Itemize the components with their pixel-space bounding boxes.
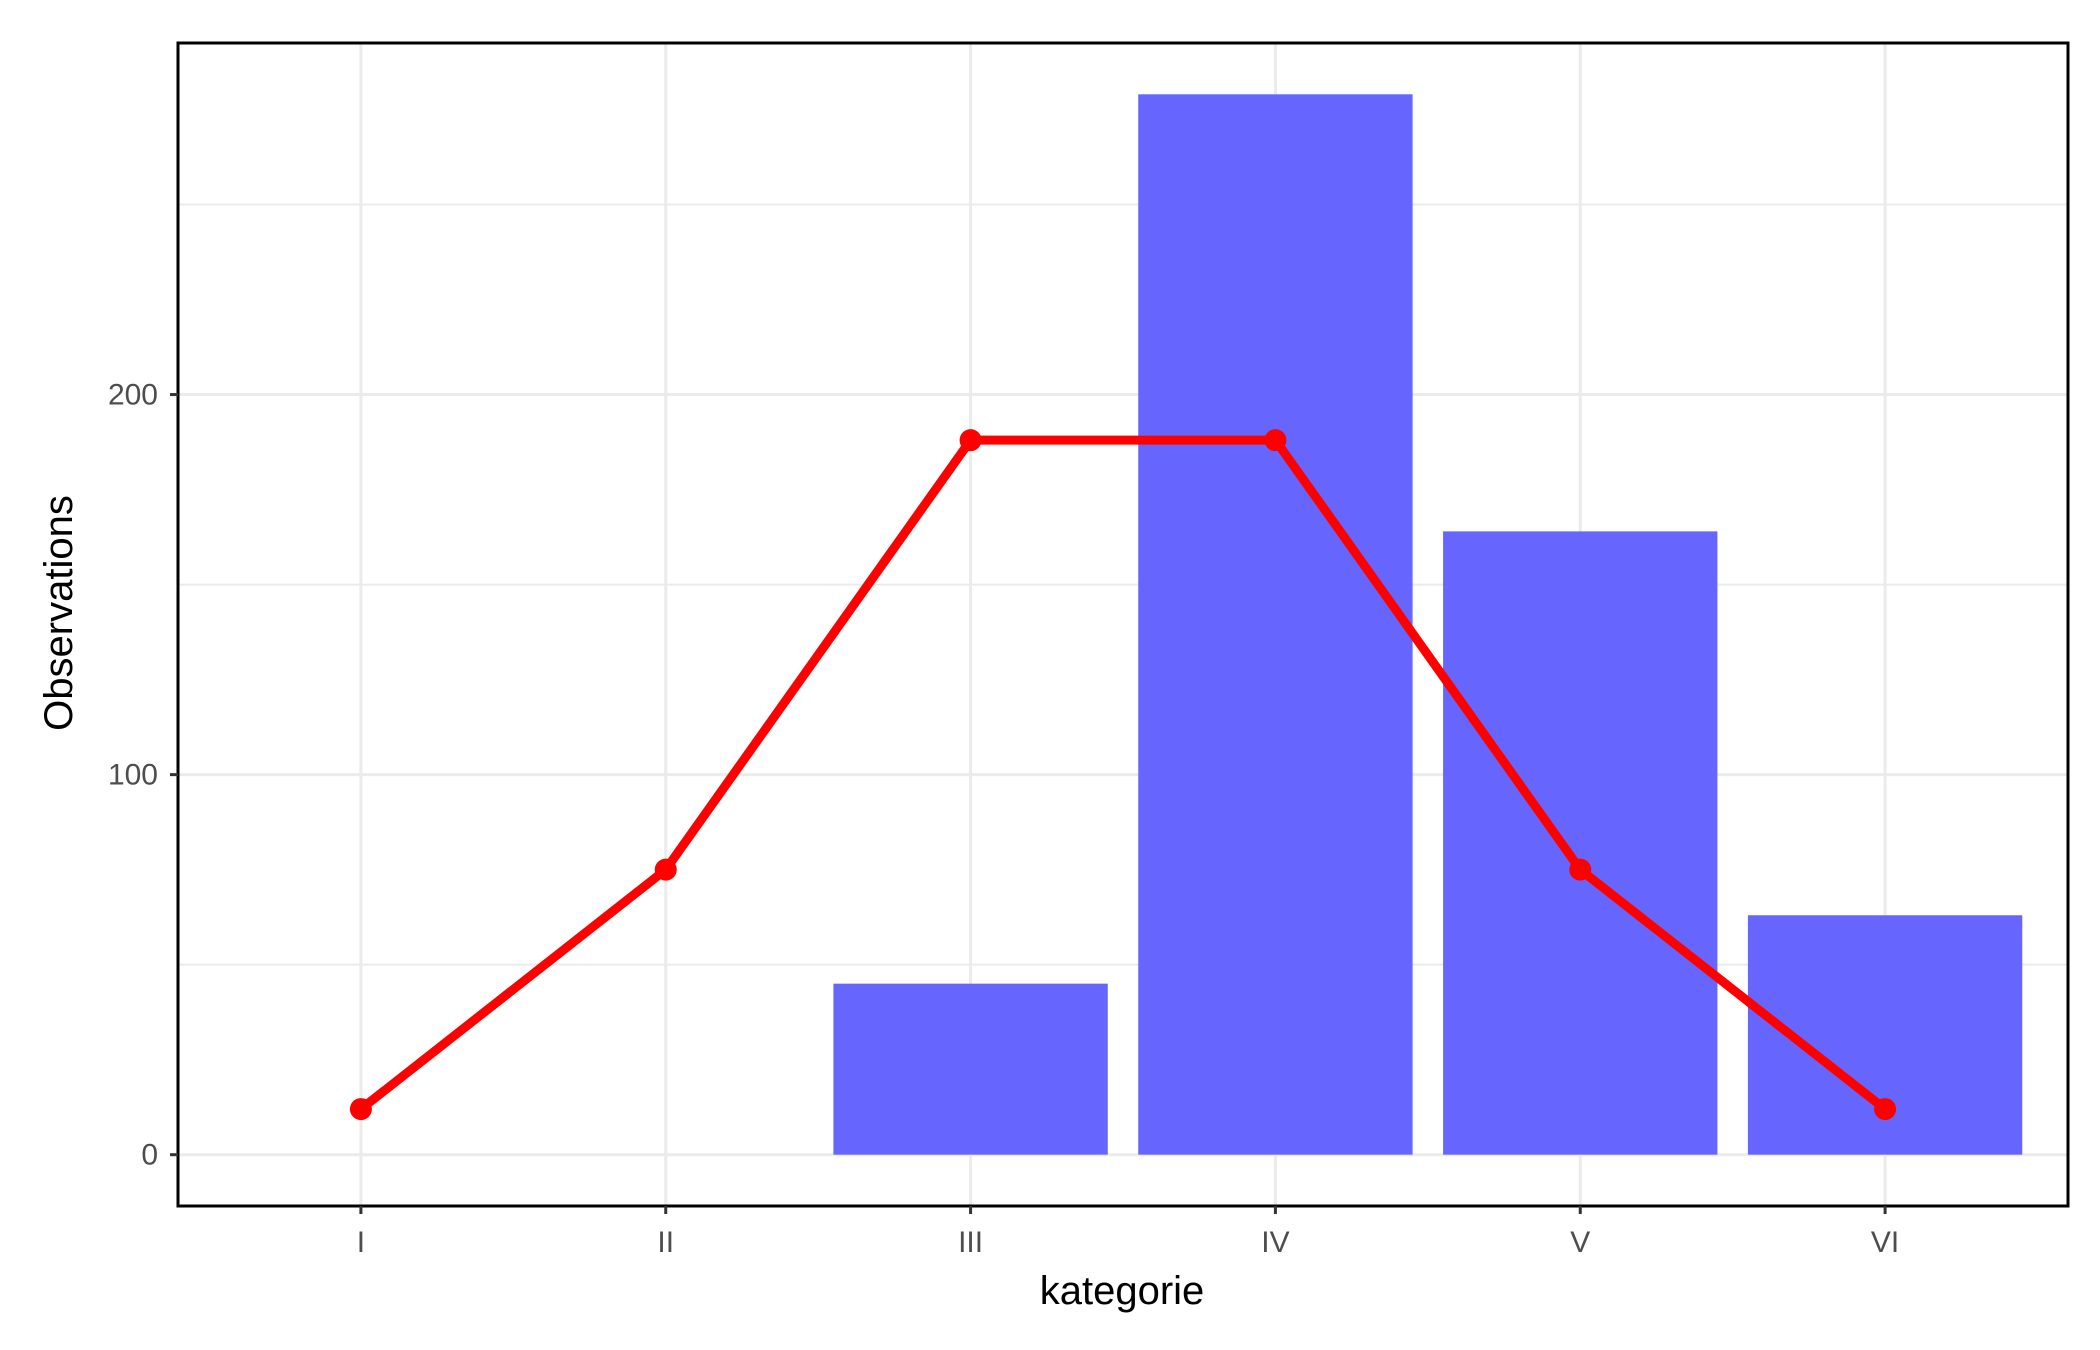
x-tick-label: IV	[1261, 1226, 1289, 1259]
y-axis-title: Observations	[37, 495, 81, 731]
y-tick-label: 0	[141, 1139, 158, 1172]
panel-border	[176, 41, 2070, 1208]
y-tick-label: 200	[108, 379, 158, 412]
y-tick-label: 100	[108, 759, 158, 792]
bar-layer	[833, 94, 2023, 1155]
line-point-VI	[1874, 1098, 1897, 1121]
line-point-II	[654, 858, 677, 881]
x-tick-label: III	[958, 1226, 983, 1259]
x-tick-label: II	[657, 1226, 674, 1259]
line-point-V	[1569, 858, 1592, 881]
line-series	[356, 435, 1890, 1114]
x-tick-label: V	[1570, 1226, 1590, 1259]
x-axis-title: kategorie	[1040, 1269, 1205, 1313]
line-layer	[349, 429, 1897, 1121]
bar-IV	[1138, 94, 1413, 1155]
bar-III	[833, 983, 1108, 1155]
line-point-I	[349, 1098, 372, 1121]
line-point-IV	[1264, 429, 1287, 452]
x-tick-label: I	[357, 1226, 365, 1259]
frame-layer	[176, 41, 2070, 1208]
line-point-III	[959, 429, 982, 452]
x-tick-label: VI	[1871, 1226, 1899, 1259]
bar-V	[1443, 531, 1718, 1155]
